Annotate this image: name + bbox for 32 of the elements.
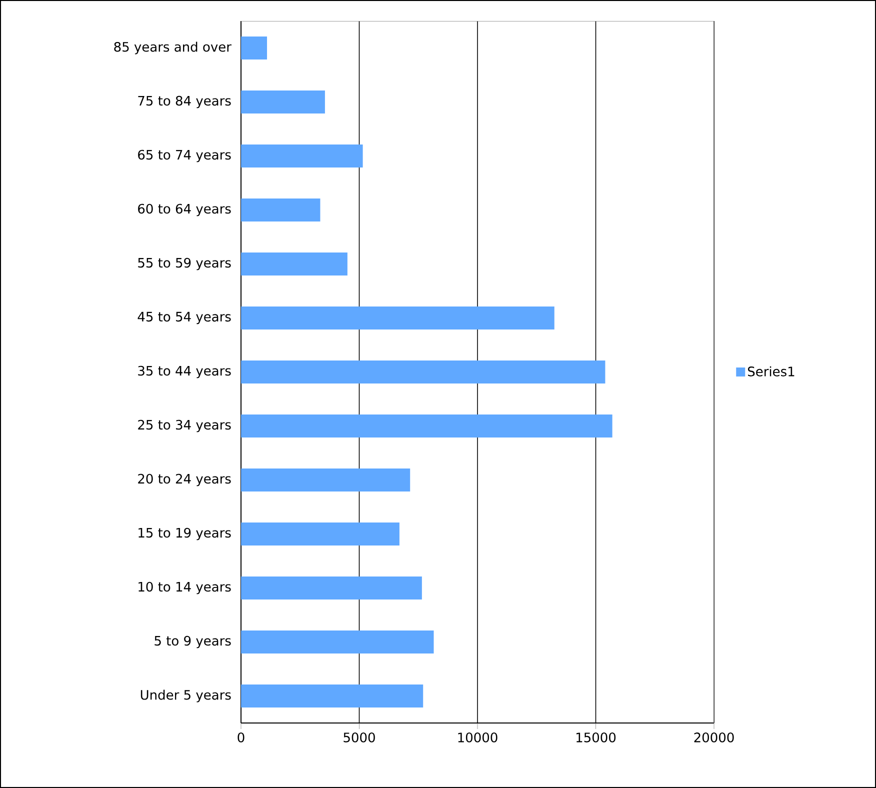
x-tick-label: 20000 [694, 732, 734, 742]
bar [241, 468, 410, 492]
bar [241, 684, 424, 708]
y-tick-label: 45 to 54 years [138, 312, 231, 324]
bar [241, 306, 554, 330]
bar [241, 414, 612, 438]
x-tick-label: 15000 [576, 732, 616, 742]
y-tick-label: 35 to 44 years [138, 366, 231, 378]
y-tick-label: 20 to 24 years [138, 474, 231, 486]
y-tick-label: 65 to 74 years [138, 150, 231, 162]
y-tick-label: Under 5 years [140, 690, 231, 702]
bar [241, 522, 400, 546]
x-tick-label: 5000 [344, 732, 375, 742]
legend-label: Series1 [748, 366, 794, 376]
bar [241, 360, 606, 384]
y-tick-label: 5 to 9 years [154, 636, 231, 648]
bar [241, 576, 422, 600]
y-tick-label: 85 years and over [114, 42, 232, 54]
y-tick-label: 75 to 84 years [138, 96, 231, 108]
bar [241, 630, 434, 654]
bar [241, 36, 268, 60]
y-tick-label: 25 to 34 years [138, 420, 231, 432]
bar [241, 90, 325, 114]
bar [241, 252, 348, 276]
bar [241, 198, 320, 222]
y-tick-label: 10 to 14 years [138, 582, 231, 594]
y-tick-label: 15 to 19 years [138, 528, 231, 540]
bar [241, 144, 363, 168]
y-tick-label: 55 to 59 years [138, 258, 231, 270]
y-tick-label: 60 to 64 years [138, 204, 231, 216]
x-tick-label: 0 [238, 732, 244, 742]
x-tick-label: 10000 [458, 732, 498, 742]
